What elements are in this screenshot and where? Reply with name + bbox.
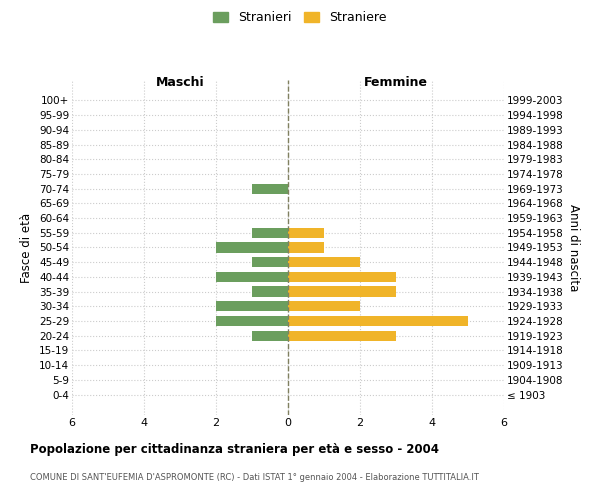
Y-axis label: Fasce di età: Fasce di età [20, 212, 34, 282]
Bar [252, 257, 288, 268]
Bar [288, 286, 396, 297]
Bar [288, 316, 468, 326]
Bar [252, 330, 288, 341]
Bar [216, 242, 288, 252]
Y-axis label: Anni di nascita: Anni di nascita [567, 204, 580, 291]
Bar [216, 316, 288, 326]
Legend: Stranieri, Straniere: Stranieri, Straniere [208, 6, 392, 29]
Bar [288, 228, 324, 238]
Bar [216, 272, 288, 282]
Bar [288, 330, 396, 341]
Bar [288, 257, 360, 268]
Text: COMUNE DI SANT'EUFEMIA D'ASPROMONTE (RC) - Dati ISTAT 1° gennaio 2004 - Elaboraz: COMUNE DI SANT'EUFEMIA D'ASPROMONTE (RC)… [30, 472, 479, 482]
Bar [288, 301, 360, 312]
Bar [252, 228, 288, 238]
Bar [216, 301, 288, 312]
Text: Femmine: Femmine [364, 76, 428, 88]
Bar [288, 272, 396, 282]
Text: Popolazione per cittadinanza straniera per età e sesso - 2004: Popolazione per cittadinanza straniera p… [30, 442, 439, 456]
Bar [288, 242, 324, 252]
Bar [252, 184, 288, 194]
Bar [252, 286, 288, 297]
Text: Maschi: Maschi [155, 76, 205, 88]
